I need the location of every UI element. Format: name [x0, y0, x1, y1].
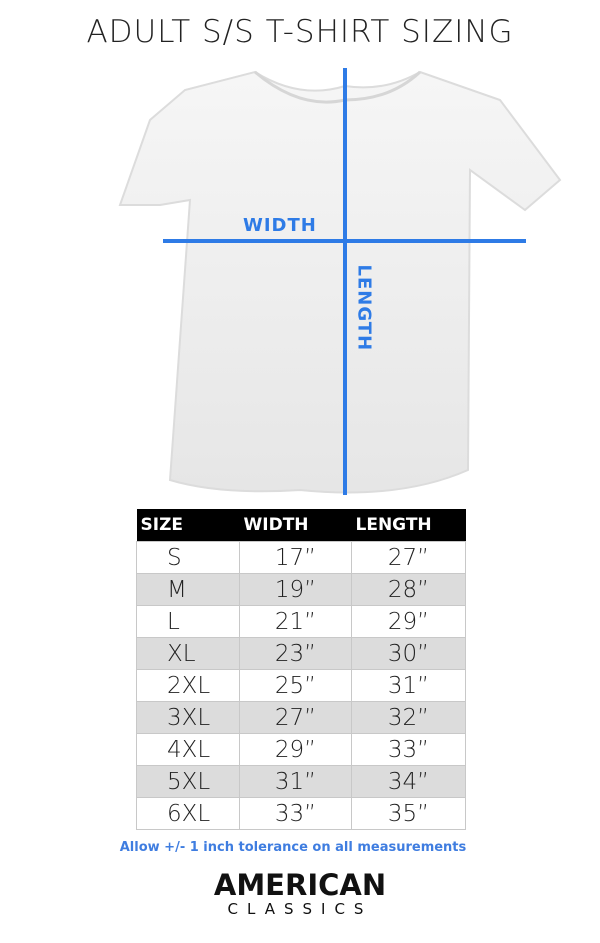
page-title: ADULT S/S T-SHIRT SIZING — [86, 14, 514, 50]
tshirt-image — [118, 70, 562, 494]
length-cell: 35” — [351, 797, 466, 830]
table-row: 6XL 33” 35” — [136, 797, 466, 830]
table-row: S 17” 27” — [136, 541, 466, 574]
header-length: LENGTH — [351, 509, 466, 542]
length-cell: 28” — [351, 573, 466, 606]
width-cell: 33” — [239, 797, 352, 830]
size-cell: L — [136, 605, 240, 638]
length-cell: 32” — [351, 701, 466, 734]
tshirt-diagram — [118, 68, 562, 495]
size-cell: M — [136, 573, 240, 606]
size-table: SIZE WIDTH LENGTH S 17” 27” M 19” 28” L 21” 29” X… — [136, 509, 466, 830]
size-cell: 4XL — [136, 733, 240, 766]
header-width: WIDTH — [239, 509, 352, 542]
width-cell: 27” — [239, 701, 352, 734]
width-cell: 31” — [239, 765, 352, 798]
table-row: 4XL 29” 33” — [136, 733, 466, 766]
length-cell: 29” — [351, 605, 466, 638]
length-label: LENGTH — [353, 264, 375, 352]
width-cell: 17” — [239, 541, 352, 574]
table-row: XL 23” 30” — [136, 637, 466, 670]
size-cell: S — [136, 541, 240, 574]
table-row: 5XL 31” 34” — [136, 765, 466, 798]
width-cell: 29” — [239, 733, 352, 766]
length-cell: 27” — [351, 541, 466, 574]
table-row: L 21” 29” — [136, 605, 466, 638]
width-cell: 23” — [239, 637, 352, 670]
width-cell: 25” — [239, 669, 352, 702]
table-row: M 19” 28” — [136, 573, 466, 606]
size-cell: 5XL — [136, 765, 240, 798]
width-label: WIDTH — [243, 215, 317, 236]
length-cell: 34” — [351, 765, 466, 798]
width-cell: 19” — [239, 573, 352, 606]
width-cell: 21” — [239, 605, 352, 638]
size-cell: 3XL — [136, 701, 240, 734]
table-row: 3XL 27” 32” — [136, 701, 466, 734]
size-cell: XL — [136, 637, 240, 670]
size-cell: 6XL — [136, 797, 240, 830]
length-cell: 30” — [351, 637, 466, 670]
size-cell: 2XL — [136, 669, 240, 702]
header-size: SIZE — [136, 509, 240, 542]
length-cell: 31” — [351, 669, 466, 702]
tolerance-note: Allow +/- 1 inch tolerance on all measur… — [119, 840, 467, 855]
logo-american: AMERICAN — [213, 868, 387, 902]
table-row: 2XL 25” 31” — [136, 669, 466, 702]
length-cell: 33” — [351, 733, 466, 766]
logo-classics: CLASSICS — [227, 900, 373, 918]
